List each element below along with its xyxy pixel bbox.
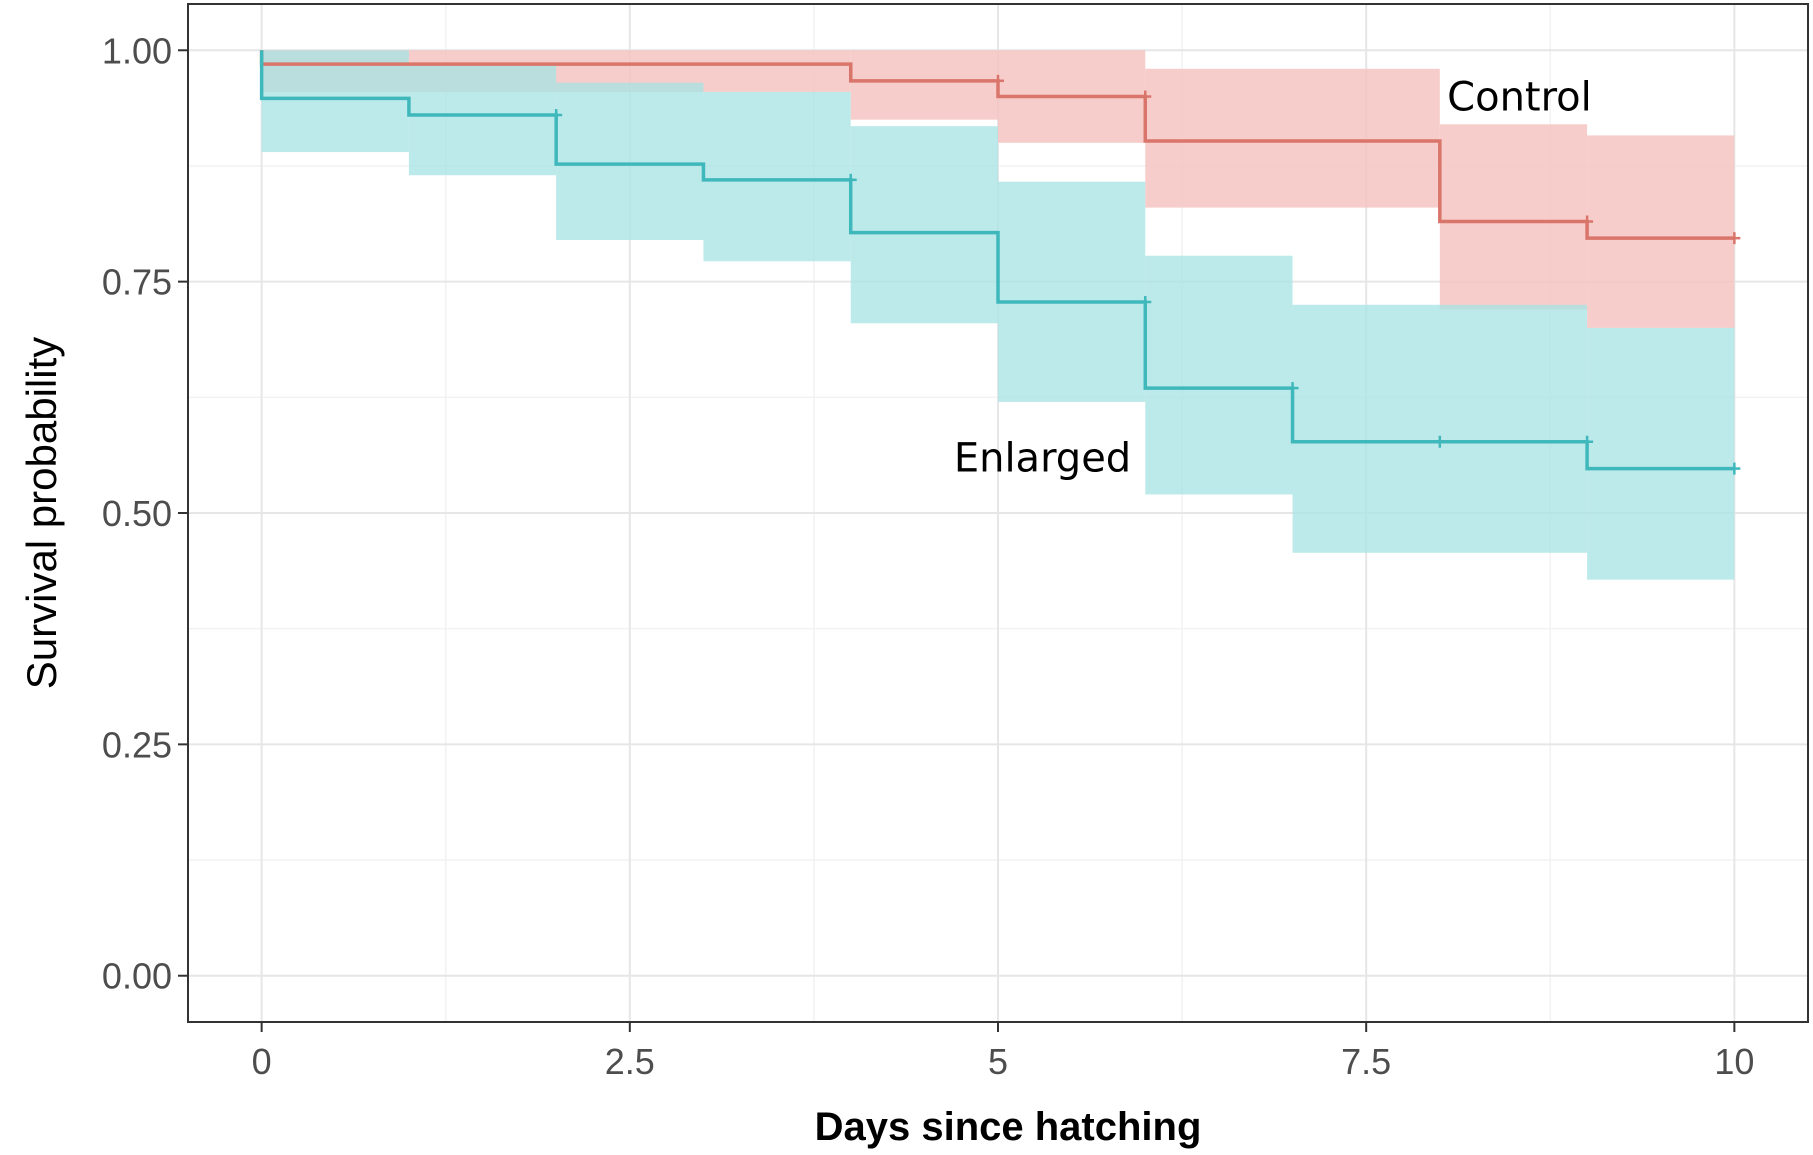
ci-band-enlarged — [1292, 304, 1588, 553]
y-tick-label: 0.25 — [102, 724, 172, 765]
ci-band-enlarged — [408, 64, 557, 176]
y-axis-title: Survival probability — [18, 337, 65, 690]
censor-marks — [550, 74, 1741, 475]
ci-band-enlarged — [998, 181, 1146, 402]
censor-mark-control — [1728, 232, 1741, 245]
censor-mark-control — [1581, 215, 1594, 228]
series-label-control: Control — [1447, 74, 1592, 120]
series-label-enlarged: Enlarged — [954, 435, 1131, 481]
y-tick-label: 0.00 — [102, 956, 172, 997]
ci-band-enlarged — [1145, 255, 1293, 495]
x-axis-ticks: 0 2.5 5 7.5 10 — [252, 1022, 1754, 1082]
ci-band-enlarged — [261, 50, 409, 153]
x-tick-label: 2.5 — [605, 1041, 655, 1082]
ci-band-control — [1439, 124, 1588, 310]
y-tick-label: 0.50 — [102, 493, 172, 534]
censor-mark-enlarged — [1581, 435, 1594, 448]
ci-band-enlarged — [703, 91, 851, 262]
censor-mark-control — [1139, 90, 1152, 103]
censor-mark-enlarged — [1139, 295, 1152, 308]
censor-mark-enlarged — [1433, 435, 1446, 448]
x-tick-label: 0 — [252, 1041, 272, 1082]
x-tick-label: 10 — [1714, 1041, 1754, 1082]
step-line-enlarged — [259, 50, 1735, 471]
y-tick-label: 0.75 — [102, 262, 172, 303]
censor-mark-enlarged — [1728, 462, 1741, 475]
ci-band-control — [1587, 135, 1735, 328]
confidence-bands — [261, 50, 1735, 580]
x-tick-label: 5 — [988, 1041, 1008, 1082]
y-axis-ticks: 0.00 0.25 0.50 0.75 1.00 — [102, 30, 188, 997]
ci-band-enlarged — [850, 126, 998, 324]
ci-band-control — [1145, 68, 1440, 208]
censor-mark-enlarged — [550, 109, 563, 122]
censor-mark-control — [992, 74, 1004, 87]
ci-band-enlarged — [1587, 327, 1735, 580]
censor-mark-enlarged — [844, 173, 857, 186]
x-axis-title: Days since hatching — [815, 1105, 1202, 1149]
ci-band-control — [850, 50, 998, 120]
y-tick-label: 1.00 — [102, 30, 172, 71]
x-tick-label: 7.5 — [1341, 1041, 1391, 1082]
ci-band-enlarged — [556, 82, 704, 240]
censor-mark-enlarged — [1286, 382, 1299, 395]
